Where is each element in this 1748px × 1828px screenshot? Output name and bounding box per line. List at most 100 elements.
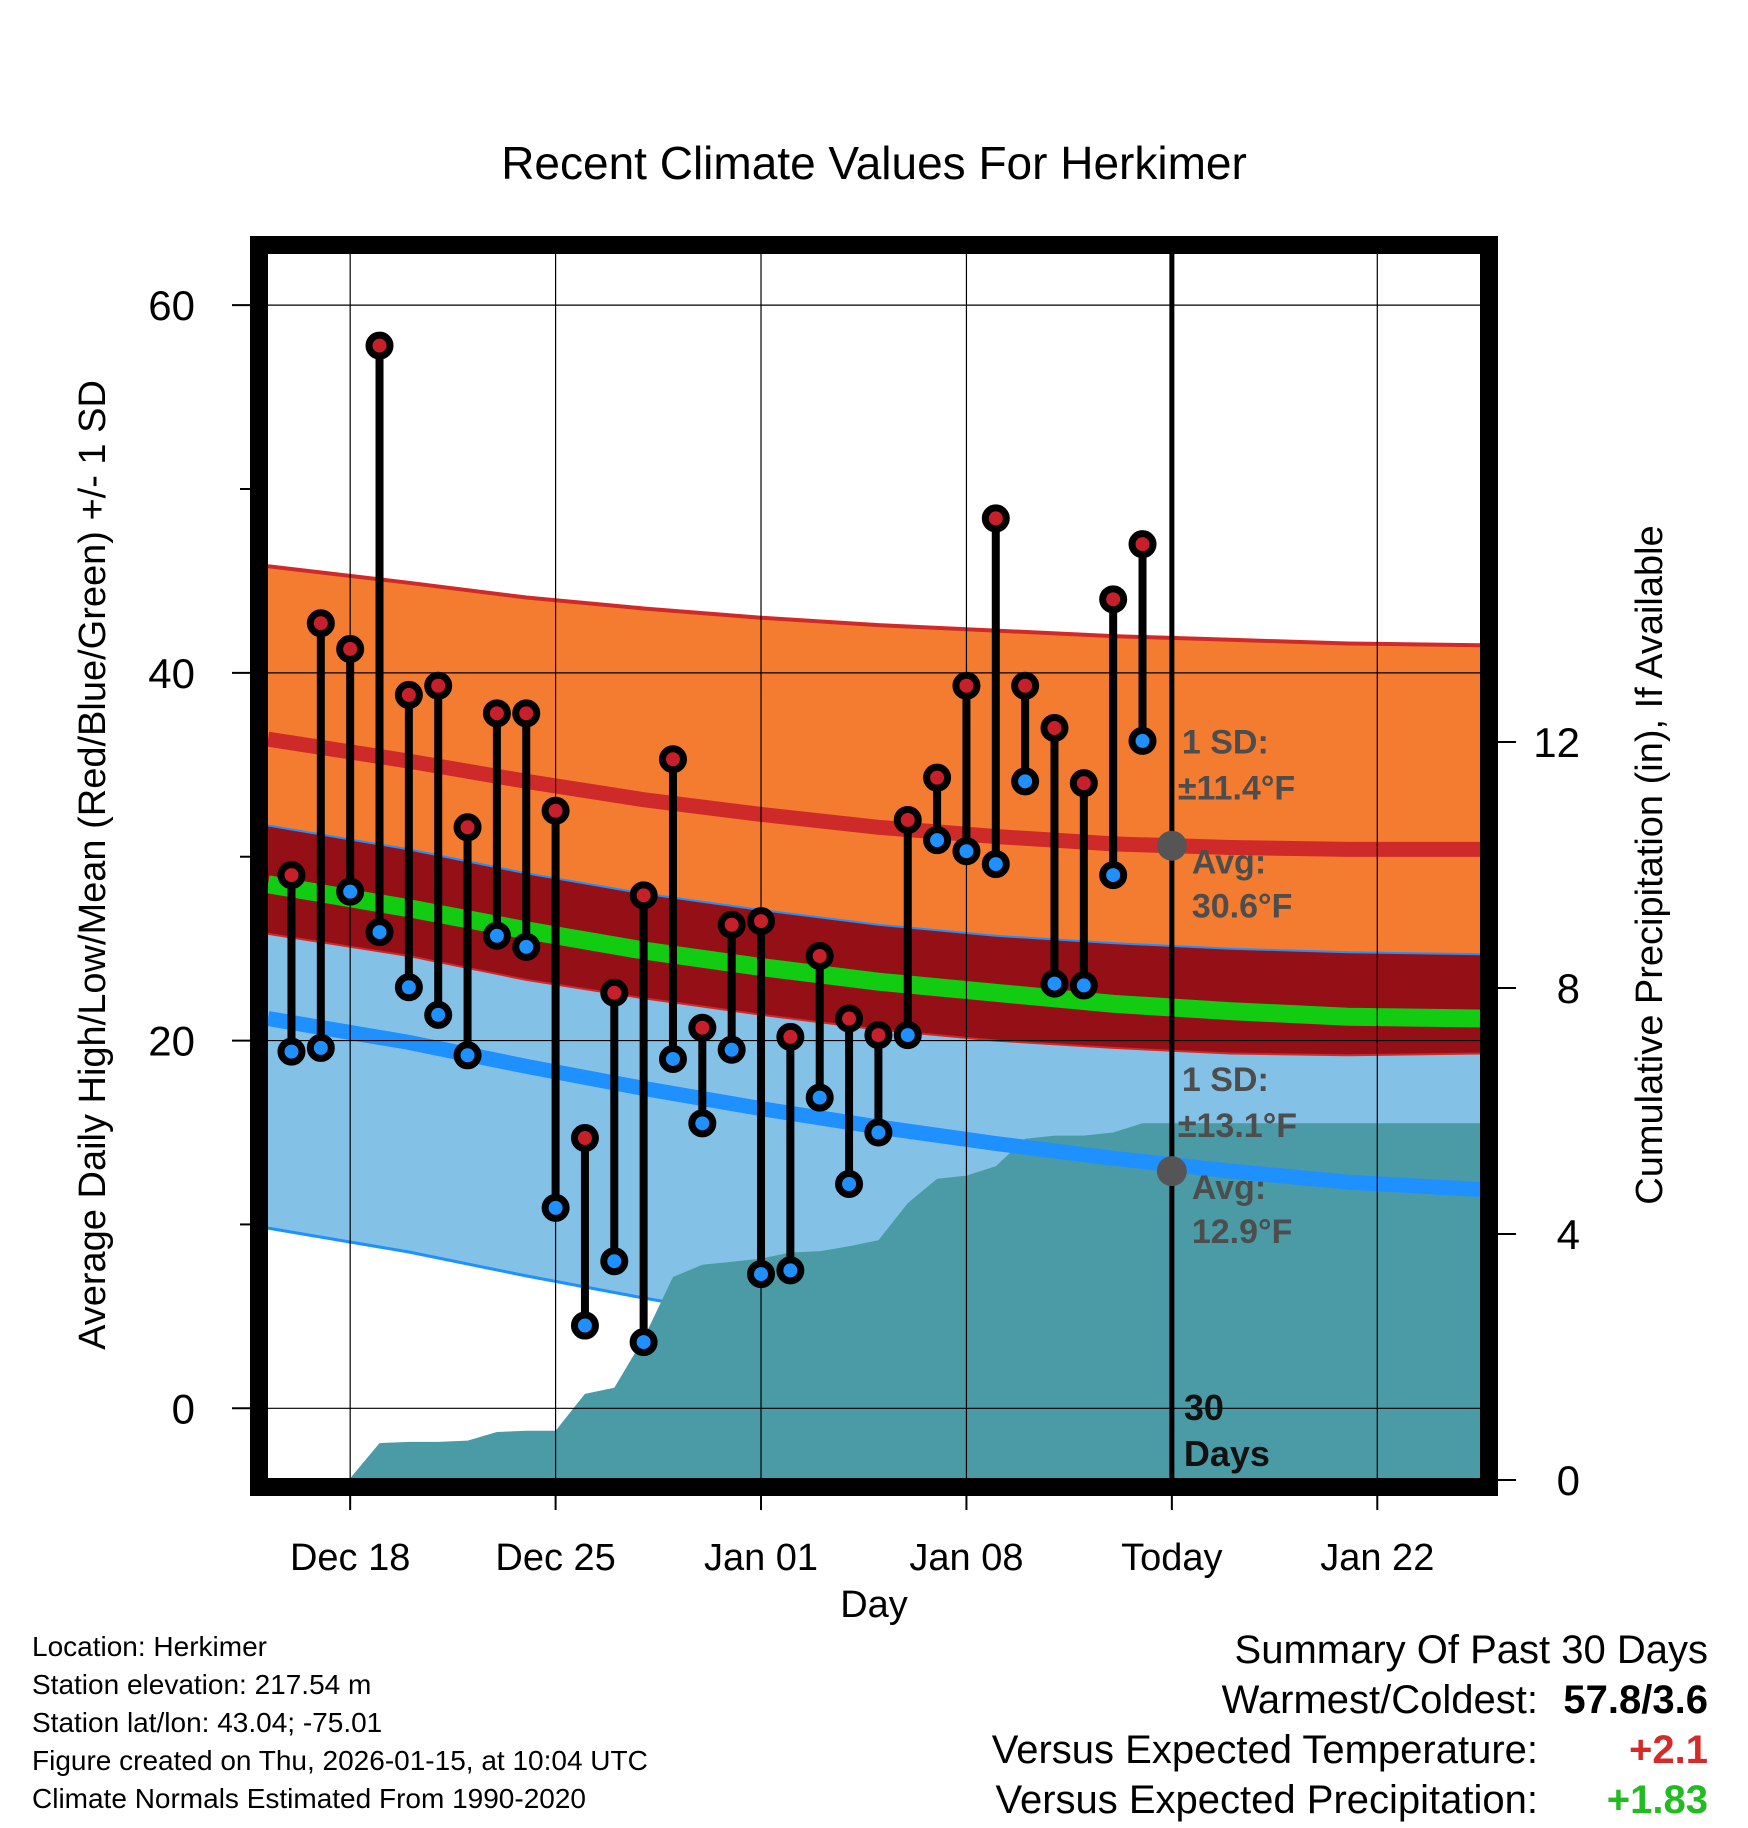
low-avg-value: 12.9°F <box>1192 1213 1293 1251</box>
days-word-label: Days <box>1184 1433 1270 1474</box>
warmest-label: Warmest/Coldest: <box>1221 1678 1538 1722</box>
x-tick-label: Dec 25 <box>495 1537 615 1579</box>
daily-high-point <box>453 813 482 842</box>
daily-low-point <box>277 1037 306 1066</box>
daily-low-point <box>1040 969 1069 998</box>
daily-low-point <box>1011 767 1040 796</box>
daily-low-point <box>1069 971 1098 1000</box>
daily-low-point <box>541 1193 570 1222</box>
summary-header: Summary Of Past 30 Days <box>1234 1628 1708 1672</box>
low-avg-label: Avg: <box>1192 1169 1266 1207</box>
daily-low-point <box>570 1311 599 1340</box>
low-sd-label: 1 SD: <box>1182 1061 1269 1099</box>
daily-high-point <box>835 1004 864 1033</box>
daily-low-point <box>1099 861 1128 890</box>
chart-title: Recent Climate Values For Herkimer <box>501 137 1247 189</box>
high-avg-marker <box>1156 830 1187 861</box>
daily-high-point <box>981 504 1010 533</box>
daily-low-point <box>424 1000 453 1029</box>
daily-high-point <box>893 805 922 834</box>
daily-high-point <box>424 671 453 700</box>
y-right-tick-label: 4 <box>1557 1211 1580 1258</box>
daily-high-point <box>688 1013 717 1042</box>
daily-high-point <box>1099 585 1128 614</box>
location-text: Location: Herkimer <box>32 1631 267 1662</box>
precip-row: Versus Expected Precipitation: +1.83 <box>992 1775 1708 1825</box>
station-info: Location: Herkimer Station elevation: 21… <box>32 1628 648 1818</box>
precipitation-area <box>350 1123 1480 1480</box>
daily-low-point <box>1128 726 1157 755</box>
plot-frame <box>250 236 1498 1496</box>
daily-high-point <box>805 942 834 971</box>
daily-low-point <box>952 837 981 866</box>
temp-label: Versus Expected Temperature: <box>991 1728 1538 1772</box>
summary-panel: Summary Of Past 30 Days Warmest/Coldest:… <box>992 1625 1708 1825</box>
latlon-text: Station lat/lon: 43.04; -75.01 <box>32 1707 383 1738</box>
daily-high-point <box>747 907 776 936</box>
daily-low-point <box>923 826 952 855</box>
warmest-value: 57.8/3.6 <box>1563 1678 1708 1722</box>
low-avg-marker <box>1156 1156 1187 1187</box>
x-tick-label: Today <box>1121 1537 1222 1579</box>
daily-low-point <box>629 1328 658 1357</box>
daily-low-point <box>717 1035 746 1064</box>
daily-high-point <box>1011 671 1040 700</box>
days-count-label: 30 <box>1184 1387 1224 1428</box>
daily-low-point <box>805 1083 834 1112</box>
high-sd-value: ±11.4°F <box>1178 770 1295 808</box>
daily-high-point <box>365 331 394 360</box>
y-left-tick-label: 20 <box>148 1018 195 1065</box>
daily-high-point <box>658 745 687 774</box>
daily-low-point <box>835 1169 864 1198</box>
high-normal-line <box>268 731 1480 857</box>
daily-high-point <box>306 609 335 638</box>
daily-low-point <box>336 877 365 906</box>
daily-high-point <box>717 910 746 939</box>
daily-low-point <box>306 1033 335 1062</box>
daily-high-point <box>600 978 629 1007</box>
daily-low-point <box>482 921 511 950</box>
temp-row: Versus Expected Temperature: +2.1 <box>992 1725 1708 1775</box>
x-axis-label: Day <box>840 1584 908 1626</box>
climate-chart: Recent Climate Values For Herkimer 1 SD:… <box>72 137 1671 1626</box>
x-tick-label: Jan 08 <box>909 1537 1023 1579</box>
daily-low-point <box>864 1118 893 1147</box>
daily-high-point <box>336 634 365 663</box>
low-sd-value: ±13.1°F <box>1178 1107 1297 1145</box>
high-lower-edge <box>268 824 1480 956</box>
daily-low-point <box>365 918 394 947</box>
y-right-tick-label: 12 <box>1533 719 1580 766</box>
high-avg-value: 30.6°F <box>1192 888 1293 926</box>
overlap-band <box>268 825 1480 1056</box>
daily-high-point <box>541 796 570 825</box>
y-axis-right-label: Cumulative Precipitation (in), If Availa… <box>1629 525 1671 1204</box>
x-tick-label: Jan 01 <box>704 1537 818 1579</box>
normals-text: Climate Normals Estimated From 1990-2020 <box>32 1783 586 1814</box>
daily-high-point <box>482 699 511 728</box>
x-tick-label: Jan 22 <box>1320 1537 1434 1579</box>
mean-normal-line <box>268 875 1480 1028</box>
elevation-text: Station elevation: 217.54 m <box>32 1669 372 1700</box>
y-axis-left-label: Average Daily High/Low/Mean (Red/Blue/Gr… <box>72 380 114 1350</box>
y-left-tick-label: 0 <box>172 1385 195 1432</box>
daily-high-point <box>277 861 306 890</box>
y-left-tick-label: 40 <box>148 650 195 697</box>
daily-low-point <box>394 973 423 1002</box>
y-right-tick-label: 8 <box>1557 965 1580 1012</box>
daily-low-point <box>893 1021 922 1050</box>
daily-high-point <box>923 763 952 792</box>
daily-high-point <box>1069 769 1098 798</box>
temp-value: +2.1 <box>1629 1728 1708 1772</box>
daily-high-point <box>952 671 981 700</box>
daily-low-point <box>512 932 541 961</box>
precip-label: Versus Expected Precipitation: <box>995 1778 1538 1822</box>
daily-high-point <box>1040 714 1069 743</box>
daily-high-point <box>629 881 658 910</box>
daily-high-point <box>1128 530 1157 559</box>
daily-low-point <box>981 850 1010 879</box>
daily-high-point <box>570 1124 599 1153</box>
warmest-row: Warmest/Coldest: 57.8/3.6 <box>992 1675 1708 1725</box>
created-text: Figure created on Thu, 2026-01-15, at 10… <box>32 1745 648 1776</box>
y-right-tick-label: 0 <box>1557 1457 1580 1504</box>
x-tick-label: Dec 18 <box>290 1537 410 1579</box>
